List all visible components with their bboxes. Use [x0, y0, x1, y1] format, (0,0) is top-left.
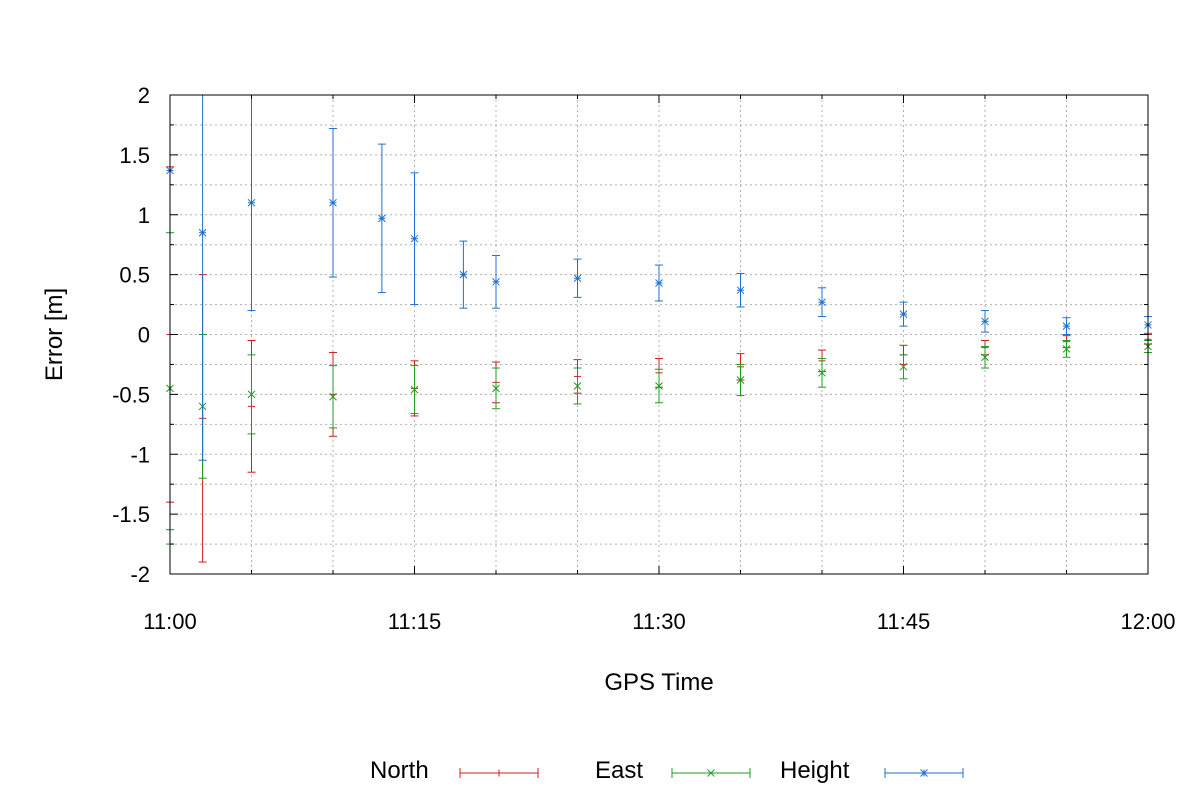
legend-item-east: East	[595, 757, 751, 784]
east-point	[247, 390, 256, 399]
height-point	[655, 279, 663, 287]
x-tick-label: 11:30	[632, 609, 685, 634]
east-point	[410, 385, 419, 394]
height-point	[410, 234, 419, 243]
y-tick-label: 0	[138, 323, 150, 348]
grid-layer	[170, 95, 1148, 574]
height-point	[378, 214, 386, 223]
x-tick-label: 11:45	[877, 609, 930, 634]
height-point	[247, 198, 256, 207]
y-axis-title: Error [m]	[41, 288, 68, 381]
y-tick-label: -1.5	[112, 502, 150, 527]
height-point	[899, 310, 908, 318]
y-tick-label: 1.5	[119, 143, 150, 168]
y-tick-label: 1	[138, 203, 150, 228]
east-point	[655, 382, 663, 390]
y-tick-label: -1	[130, 442, 150, 467]
legend-label-north: North	[370, 757, 429, 784]
height-point	[198, 228, 207, 237]
y-tick-label: 2	[138, 83, 150, 108]
height-point	[1062, 322, 1071, 330]
height-point	[459, 270, 468, 279]
legend-label-height: Height	[780, 757, 850, 784]
x-tick-label: 11:15	[388, 609, 441, 634]
y-tick-label: -2	[130, 562, 150, 587]
x-tick-label: 11:00	[143, 609, 196, 634]
height-point	[981, 317, 989, 326]
east-point	[981, 353, 989, 362]
east-point	[329, 392, 337, 401]
east-point	[1062, 345, 1071, 353]
legend-label-east: East	[595, 757, 643, 784]
east-point	[736, 376, 745, 384]
legend-item-height: Height	[780, 757, 964, 784]
east-point	[899, 362, 908, 371]
height-point	[492, 277, 500, 286]
x-axis-title: GPS Time	[604, 669, 713, 696]
legend-marker-height	[920, 769, 928, 777]
legend-item-north: North	[370, 757, 539, 784]
y-tick-label: -0.5	[112, 382, 150, 407]
height-point	[736, 286, 745, 295]
y-tick-label: 0.5	[119, 263, 150, 288]
legend-marker-east	[707, 769, 715, 777]
x-tick-label: 12:00	[1120, 609, 1175, 634]
height-point	[573, 274, 582, 283]
tick-layer: 11:00 11:15 11:30 11:45 12:00 -2 -1.5 -1 -0.5 0 0.…	[112, 83, 1175, 634]
height-point	[329, 198, 337, 207]
east-point	[818, 368, 826, 377]
legend: North East Height	[370, 757, 964, 784]
height-point	[818, 298, 826, 307]
east-point	[492, 384, 500, 393]
east-point	[573, 382, 582, 390]
